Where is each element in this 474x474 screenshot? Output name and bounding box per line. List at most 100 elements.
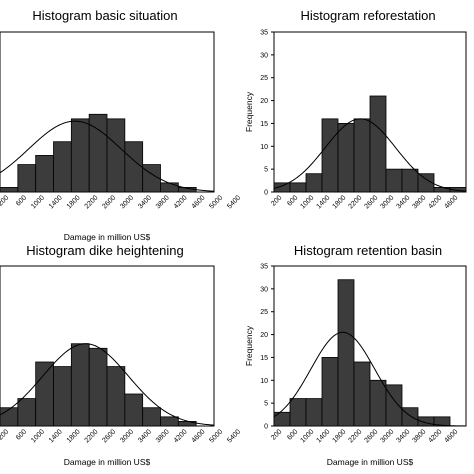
x-tick-label: 1800: [66, 428, 82, 444]
histogram-bar: [160, 182, 179, 193]
x-tick-label: 4200: [173, 194, 189, 210]
chart-title: Histogram dike heightening: [26, 243, 184, 258]
x-tick-label: 1800: [331, 194, 347, 210]
x-tick-label: 2200: [84, 194, 100, 210]
histogram-bar: [401, 407, 419, 427]
x-tick-label: 200: [0, 428, 10, 441]
x-tick-label: 2600: [363, 194, 379, 210]
histogram-bar: [385, 168, 403, 193]
histogram-bar: [106, 118, 126, 193]
x-tick-label: 3800: [411, 194, 427, 210]
x-axis-label: Damage in million US$: [64, 232, 151, 242]
x-tick-label: 3800: [155, 428, 171, 444]
histogram-bar: [106, 366, 126, 427]
x-tick-label: 3400: [395, 194, 411, 210]
x-tick-label: 4200: [173, 428, 189, 444]
x-tick-label: 4200: [427, 194, 443, 210]
y-tick-label: 30: [260, 52, 268, 59]
x-tick-label: 3400: [137, 194, 153, 210]
x-tick-label: 3000: [379, 428, 395, 444]
histogram-bar: [17, 398, 37, 427]
histogram-bar: [417, 173, 435, 193]
y-tick-label: 25: [260, 75, 268, 82]
y-tick-label: 35: [260, 30, 268, 37]
x-tick-label: 5000: [208, 194, 224, 210]
histogram-bar: [433, 416, 451, 427]
normal-fit-curve: [0, 343, 215, 426]
x-tick-label: 200: [0, 194, 10, 207]
histogram-bar: [273, 411, 291, 427]
histogram-bar: [321, 357, 339, 427]
x-tick-label: 1800: [66, 194, 82, 210]
x-tick-label: 200: [270, 194, 283, 207]
x-tick-label: 1000: [299, 428, 315, 444]
histogram-bar: [337, 279, 355, 427]
histogram-panel-1: 200 600 1000 1400 1800 2200 2600 3000 3400 3800 42…: [0, 8, 242, 242]
histogram-bar: [449, 187, 467, 193]
x-tick-label: 2200: [347, 428, 363, 444]
histogram-bar: [0, 407, 19, 427]
y-tick-label: 15: [260, 355, 268, 362]
y-axis-label: Frequency: [244, 91, 254, 132]
histogram-bar: [70, 118, 90, 193]
histogram-bar: [35, 155, 54, 193]
histogram-bar: [369, 379, 387, 427]
x-axis-label: Damage in million US$: [64, 457, 151, 467]
x-tick-label: 4600: [443, 194, 459, 210]
normal-fit-curve: [273, 118, 467, 192]
y-tick-label: 10: [260, 144, 268, 151]
histogram-bar: [289, 182, 307, 193]
x-tick-label: 5400: [226, 194, 242, 210]
x-tick-label: 2200: [347, 194, 363, 210]
y-tick-label: 5: [264, 167, 268, 174]
y-tick-label: 25: [260, 309, 268, 316]
x-tick-label: 1400: [315, 428, 331, 444]
histogram-bar: [142, 164, 161, 193]
histogram-panel-3: 200 600 1000 1400 1800 2200 2600 3000 3400 3800 42…: [0, 243, 242, 467]
histogram-bar: [369, 95, 387, 193]
y-tick-label: 0: [264, 190, 268, 197]
x-tick-label: 2600: [101, 194, 117, 210]
x-tick-label: 600: [286, 194, 299, 207]
histogram-bar: [35, 361, 54, 427]
y-tick-label: 20: [260, 332, 268, 339]
x-tick-label: 1400: [315, 194, 331, 210]
y-tick-label: 15: [260, 121, 268, 128]
x-tick-label: 1000: [30, 428, 46, 444]
histogram-bar: [353, 361, 371, 427]
histogram-panel-4: 0 5 10 15 20 25 30 35 200 600 1000 1400 1800 2200 2600…: [244, 243, 467, 467]
histogram-bar: [0, 187, 19, 193]
x-tick-label: 3000: [119, 194, 135, 210]
normal-fit-curve: [273, 331, 467, 427]
histogram-bar: [385, 384, 403, 427]
y-tick-label: 20: [260, 98, 268, 105]
y-axis-label: Frequency: [244, 325, 254, 366]
histogram-bar: [353, 118, 371, 193]
histogram-bar: [88, 347, 108, 427]
x-tick-label: 1000: [299, 194, 315, 210]
histogram-bar: [305, 398, 323, 427]
histogram-bar: [305, 173, 323, 193]
histogram-bar: [321, 118, 339, 193]
x-axis-label: Damage in million US$: [327, 457, 414, 467]
x-tick-label: 5400: [226, 428, 242, 444]
x-tick-label: 2600: [101, 428, 117, 444]
histogram-bar: [337, 123, 355, 193]
x-tick-label: 3800: [155, 194, 171, 210]
x-tick-label: 3000: [379, 194, 395, 210]
x-tick-label: 2600: [363, 428, 379, 444]
x-tick-label: 1800: [331, 428, 347, 444]
normal-fit-curve: [0, 120, 215, 192]
histogram-bar: [53, 141, 72, 193]
y-tick-label: 35: [260, 264, 268, 271]
histogram-panel-2: 0 5 10 15 20 25 30 35 200 600 1000 1400 1800 2200 2600…: [244, 8, 467, 210]
histogram-bar: [289, 398, 307, 427]
x-tick-label: 600: [15, 428, 28, 441]
histogram-bar: [160, 416, 179, 427]
y-tick-label: 30: [260, 286, 268, 293]
x-tick-label: 4600: [191, 428, 207, 444]
x-tick-label: 1400: [48, 194, 64, 210]
x-tick-label: 3800: [411, 428, 427, 444]
x-tick-label: 200: [270, 428, 283, 441]
